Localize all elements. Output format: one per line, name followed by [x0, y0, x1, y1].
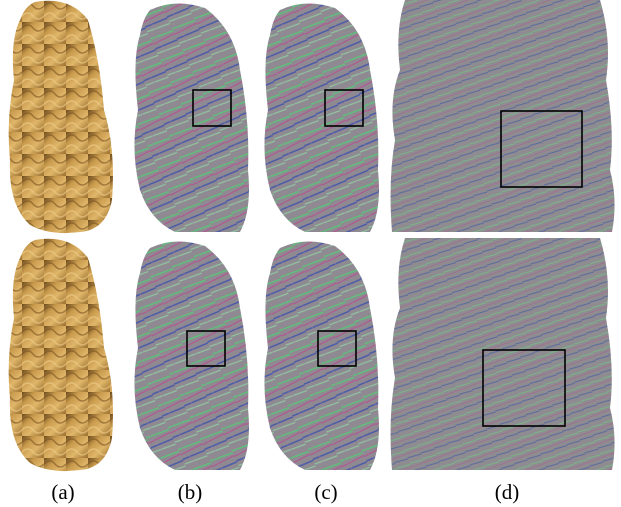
caption-label: (b) — [178, 480, 203, 504]
figure: (a) (b) (c) (d) — [0, 0, 621, 507]
row-2 — [9, 238, 615, 471]
orientation-map — [134, 3, 249, 232]
row-1 — [9, 0, 615, 233]
hair-photo — [9, 239, 113, 471]
zoomed-map — [391, 0, 615, 232]
caption-label: (c) — [314, 480, 337, 504]
caption-label: (d) — [495, 480, 520, 504]
caption-label: (a) — [51, 480, 74, 504]
hair-photo — [9, 1, 113, 233]
orientation-map — [134, 241, 249, 470]
orientation-map — [264, 3, 379, 232]
orientation-map — [264, 241, 379, 470]
page: {"labels": ["(a)", "(b)", "(c)", "(d)"]} — [0, 0, 621, 507]
zoomed-map — [391, 238, 615, 470]
